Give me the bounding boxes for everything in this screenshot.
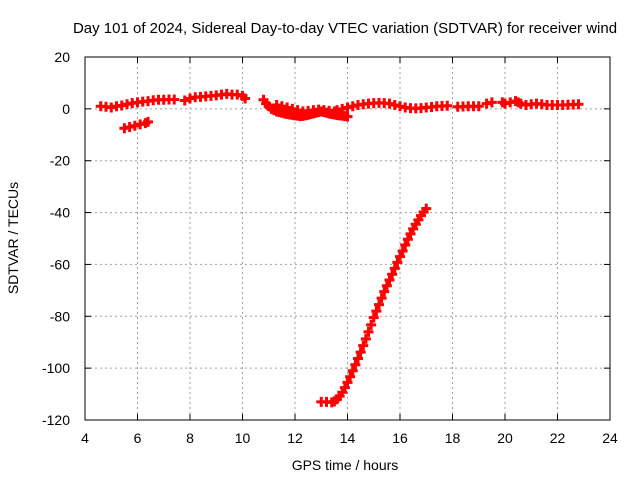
x-tick-label: 14 xyxy=(340,430,356,446)
y-tick-label: -100 xyxy=(42,360,70,376)
data-point xyxy=(353,353,363,364)
y-tick-label: 20 xyxy=(54,49,70,65)
data-point xyxy=(368,312,379,323)
y-tick-label: -20 xyxy=(50,153,70,169)
data-point xyxy=(381,280,392,291)
data-point xyxy=(421,203,432,214)
x-tick-label: 24 xyxy=(602,430,618,446)
y-axis-label: SDTVAR / TECUs xyxy=(5,182,21,294)
x-axis-label: GPS time / hours xyxy=(292,457,399,473)
x-tick-label: 22 xyxy=(550,430,566,446)
data-point xyxy=(395,251,405,262)
data-point xyxy=(347,365,358,376)
x-tick-label: 16 xyxy=(392,430,408,446)
data-point xyxy=(379,286,390,297)
data-point xyxy=(355,347,366,358)
x-tick-label: 4 xyxy=(81,430,89,446)
data-point xyxy=(392,257,403,268)
data-point xyxy=(339,382,350,393)
data-point xyxy=(389,263,400,274)
data-point xyxy=(384,274,395,285)
data-point xyxy=(179,95,190,106)
data-point xyxy=(342,377,353,388)
y-tick-label: -40 xyxy=(50,205,70,221)
data-point xyxy=(473,101,484,112)
data-point xyxy=(400,239,411,250)
x-tick-label: 8 xyxy=(186,430,194,446)
y-tick-label: -120 xyxy=(42,412,70,428)
x-tick-label: 18 xyxy=(445,430,461,446)
y-tick-label: 0 xyxy=(62,101,70,117)
y-tick-label: -80 xyxy=(50,308,70,324)
data-point xyxy=(350,359,361,370)
data-points xyxy=(95,88,584,408)
data-point xyxy=(240,93,251,104)
x-tick-label: 12 xyxy=(287,430,303,446)
axis-ticks: 4 6 8 10 12 14 16 18 20 22 24 -120 -100 -80 -60 -40 -20 0… xyxy=(42,49,618,446)
chart-title: Day 101 of 2024, Sidereal Day-to-day VTE… xyxy=(73,20,617,37)
data-point xyxy=(397,245,408,256)
data-point xyxy=(342,111,353,122)
y-tick-label: -60 xyxy=(50,256,70,272)
data-point xyxy=(169,94,180,105)
data-point xyxy=(366,319,377,330)
data-point xyxy=(376,293,387,304)
data-point xyxy=(345,371,356,382)
data-point xyxy=(486,97,497,108)
data-point xyxy=(402,234,413,245)
data-point xyxy=(371,306,382,317)
data-point xyxy=(360,333,371,344)
x-tick-label: 6 xyxy=(134,430,142,446)
data-point xyxy=(573,99,584,110)
data-point xyxy=(442,100,453,111)
data-point xyxy=(374,299,384,310)
data-point xyxy=(387,269,398,280)
x-tick-label: 20 xyxy=(497,430,513,446)
data-point xyxy=(143,116,153,127)
data-point xyxy=(358,340,369,351)
data-point xyxy=(363,326,374,337)
x-tick-label: 10 xyxy=(235,430,251,446)
